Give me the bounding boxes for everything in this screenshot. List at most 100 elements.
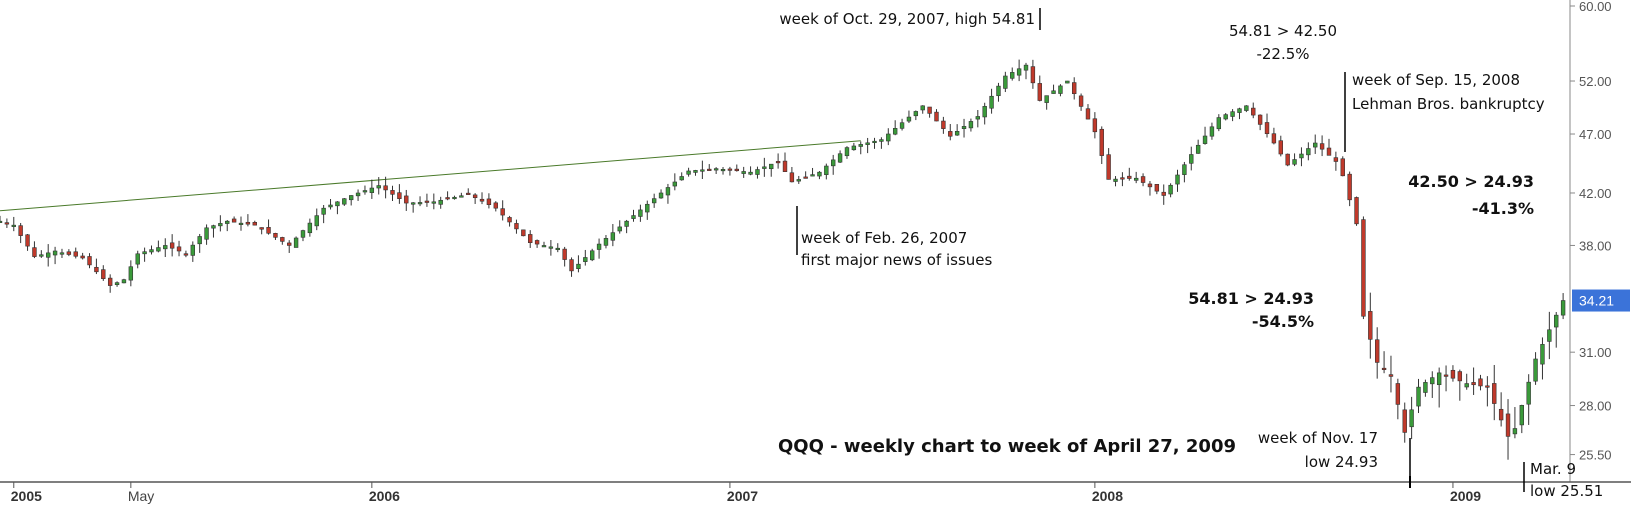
candle-up bbox=[996, 85, 1001, 97]
candle-up bbox=[817, 171, 822, 177]
candle-up bbox=[596, 243, 602, 250]
candle-down bbox=[803, 176, 808, 179]
candle-down bbox=[727, 168, 733, 171]
candle-up bbox=[824, 165, 829, 175]
x-tick-label: 2007 bbox=[727, 488, 758, 504]
candle-up bbox=[1023, 64, 1029, 71]
candle-up bbox=[982, 106, 987, 118]
candle-down bbox=[789, 172, 795, 183]
candle-down bbox=[1333, 157, 1339, 162]
candle-down bbox=[1264, 122, 1270, 135]
candle-down bbox=[1498, 408, 1504, 421]
candle-up bbox=[1547, 329, 1552, 342]
candle-down bbox=[80, 255, 85, 259]
candle-down bbox=[1085, 108, 1091, 120]
candle-up bbox=[1554, 314, 1559, 328]
candle-down bbox=[66, 251, 72, 255]
candle-up bbox=[748, 171, 753, 175]
candle-down bbox=[472, 194, 478, 199]
candle-down bbox=[479, 198, 485, 202]
annotation-nov-low-line2: low 24.93 bbox=[1305, 453, 1378, 471]
candle-up bbox=[906, 116, 912, 122]
annotation-drop3-percent: -54.5% bbox=[1252, 312, 1314, 331]
candle-up bbox=[438, 199, 443, 205]
candle-up bbox=[603, 238, 609, 246]
candle-up bbox=[796, 179, 801, 182]
candle-down bbox=[1354, 197, 1359, 225]
candle-down bbox=[383, 185, 388, 191]
candle-down bbox=[1092, 118, 1098, 133]
candle-up bbox=[741, 171, 746, 174]
annotation-markers bbox=[796, 8, 1525, 492]
candle-down bbox=[101, 269, 106, 279]
candle-down bbox=[493, 202, 498, 209]
candle-up bbox=[321, 207, 326, 215]
candle-up bbox=[11, 224, 16, 227]
annotation-nov-low-line1: week of Nov. 17 bbox=[1258, 429, 1378, 447]
candle-up bbox=[459, 195, 464, 198]
candle-up bbox=[865, 142, 870, 145]
candle-down bbox=[1072, 82, 1077, 95]
candle-up bbox=[1237, 108, 1242, 113]
candle-up bbox=[1416, 386, 1421, 407]
candle-down bbox=[569, 259, 574, 272]
candle-up bbox=[844, 147, 850, 157]
candle-down bbox=[1395, 383, 1401, 405]
candle-up bbox=[52, 250, 58, 256]
candle-down bbox=[87, 256, 92, 266]
candle-up bbox=[555, 247, 560, 251]
candle-up bbox=[576, 263, 581, 270]
candle-up bbox=[1306, 148, 1311, 156]
candle-down bbox=[1340, 158, 1345, 177]
candle-up bbox=[355, 192, 361, 197]
annotation-feb-2007-line1: week of Feb. 26, 2007 bbox=[801, 229, 967, 247]
candle-down bbox=[1106, 154, 1111, 180]
last-price-label: 34.21 bbox=[1579, 293, 1614, 309]
y-tick-label: 42.00 bbox=[1579, 186, 1612, 201]
candle-up bbox=[211, 225, 216, 229]
candle-up bbox=[163, 245, 168, 250]
candle-up bbox=[1430, 377, 1435, 385]
candle-up bbox=[1464, 383, 1469, 388]
candle-up bbox=[59, 252, 65, 255]
candle-up bbox=[1244, 105, 1249, 111]
candle-up bbox=[1168, 184, 1173, 195]
candle-up bbox=[762, 166, 767, 169]
candle-up bbox=[1133, 177, 1139, 181]
candle-down bbox=[1127, 175, 1132, 179]
candle-up bbox=[1299, 153, 1304, 159]
candle-up bbox=[583, 257, 588, 262]
candle-up bbox=[1230, 111, 1235, 117]
candle-up bbox=[693, 170, 698, 173]
candle-up bbox=[121, 279, 127, 284]
candle-up bbox=[1540, 344, 1545, 365]
candle-up bbox=[624, 220, 629, 227]
candle-up bbox=[410, 202, 416, 205]
candle-up bbox=[872, 140, 877, 144]
annotation-drop2-percent: -41.3% bbox=[1472, 199, 1534, 218]
candle-down bbox=[18, 225, 23, 236]
candle-down bbox=[514, 223, 519, 230]
candle-down bbox=[390, 190, 395, 195]
candle-up bbox=[610, 232, 616, 241]
candle-down bbox=[1368, 311, 1373, 340]
candle-up bbox=[1113, 178, 1118, 182]
x-tick-label: 2006 bbox=[369, 488, 400, 504]
candle-down bbox=[94, 266, 99, 273]
annotation-lehman-line2: Lehman Bros. bankruptcy bbox=[1352, 95, 1545, 113]
candle-down bbox=[231, 218, 237, 223]
candle-down bbox=[1251, 107, 1256, 116]
x-tick-label: 2009 bbox=[1450, 488, 1481, 504]
candle-up bbox=[1202, 135, 1208, 144]
candle-down bbox=[1388, 374, 1394, 377]
candle-down bbox=[948, 131, 953, 137]
candle-up bbox=[638, 209, 643, 217]
candle-up bbox=[335, 201, 340, 207]
candle-down bbox=[1381, 367, 1387, 370]
candle-up bbox=[1195, 144, 1201, 154]
annotation-drop1-percent: -22.5% bbox=[1256, 45, 1309, 63]
candle-up bbox=[225, 220, 230, 224]
candle-up bbox=[1003, 75, 1008, 89]
candle-up bbox=[149, 249, 154, 253]
